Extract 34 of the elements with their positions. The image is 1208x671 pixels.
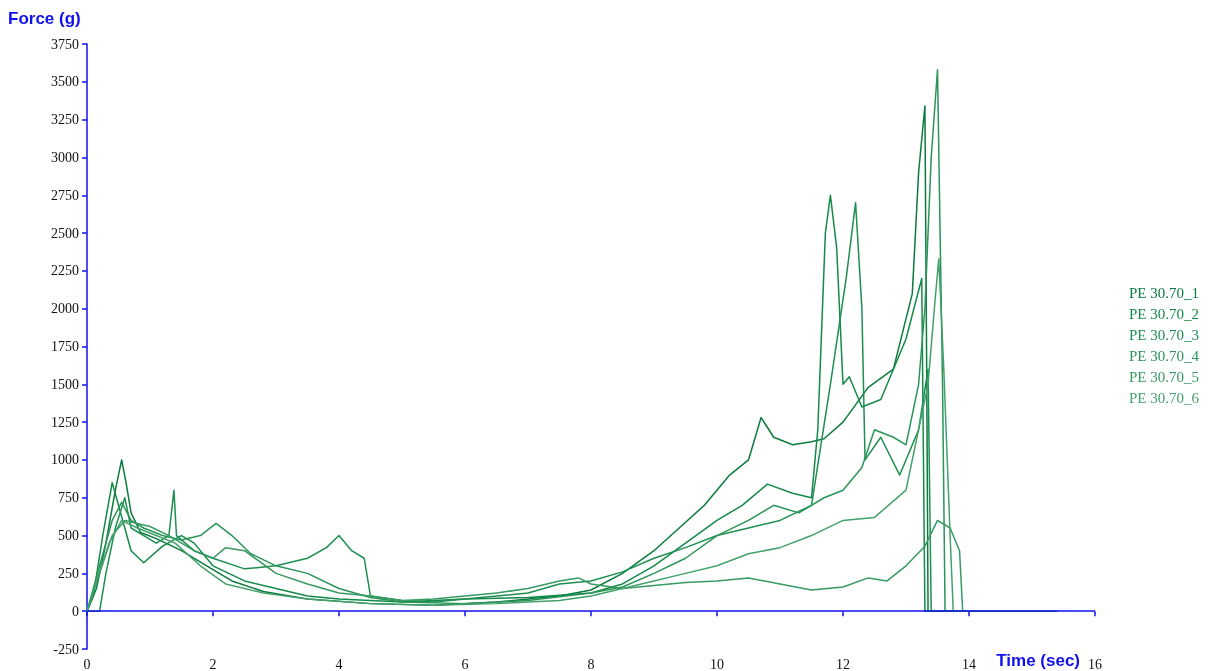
y-tick-label: 1750 (51, 339, 79, 354)
y-tick-label: 2500 (51, 225, 79, 241)
y-tick-label: 500 (58, 528, 79, 544)
y-tick-label: 3750 (51, 36, 79, 52)
x-tick-label: 12 (836, 656, 850, 671)
y-tick-label: -250 (53, 641, 79, 657)
x-tick-label: 2 (209, 656, 217, 671)
y-axis-title: Force (g) (8, 9, 81, 28)
x-tick-label: 4 (335, 656, 343, 671)
y-tick-label: 2250 (51, 263, 79, 279)
x-axis-title: Time (sec) (996, 651, 1080, 670)
y-tick-label: 1250 (51, 414, 79, 430)
x-tick-label: 0 (83, 656, 91, 671)
x-tick-label: 16 (1088, 656, 1102, 671)
y-tick-label: 1500 (51, 376, 79, 392)
y-tick-label: 0 (72, 603, 79, 619)
text: PE 30.70_4 (1129, 347, 1200, 364)
y-tick-label: 250 (58, 565, 79, 581)
text: PE 30.70_3 (1129, 326, 1200, 343)
text: PE 30.70_6 (1129, 389, 1200, 406)
y-tick-label: 3250 (51, 112, 79, 128)
y-tick-label: 2750 (51, 187, 79, 203)
x-tick-label: 6 (461, 656, 469, 671)
text: PE 30.70_2 (1129, 305, 1200, 322)
x-tick-label: 14 (962, 656, 976, 671)
y-tick-label: 3000 (51, 149, 79, 165)
y-tick-label: 3500 (51, 74, 79, 90)
text: PE 30.70_5 (1129, 368, 1200, 385)
x-tick-label: 10 (710, 656, 724, 671)
y-tick-label: 1000 (51, 452, 79, 468)
y-tick-label: 2000 (51, 301, 79, 317)
text: PE 30.70_1 (1129, 284, 1200, 301)
x-tick-label: 8 (587, 656, 595, 671)
y-tick-label: 750 (58, 490, 79, 506)
